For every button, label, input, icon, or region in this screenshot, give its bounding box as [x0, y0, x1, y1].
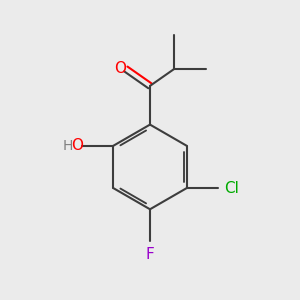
Text: H: H: [63, 139, 74, 153]
Text: F: F: [146, 247, 154, 262]
Text: O: O: [114, 61, 126, 76]
Text: Cl: Cl: [224, 181, 239, 196]
Text: O: O: [71, 138, 83, 153]
